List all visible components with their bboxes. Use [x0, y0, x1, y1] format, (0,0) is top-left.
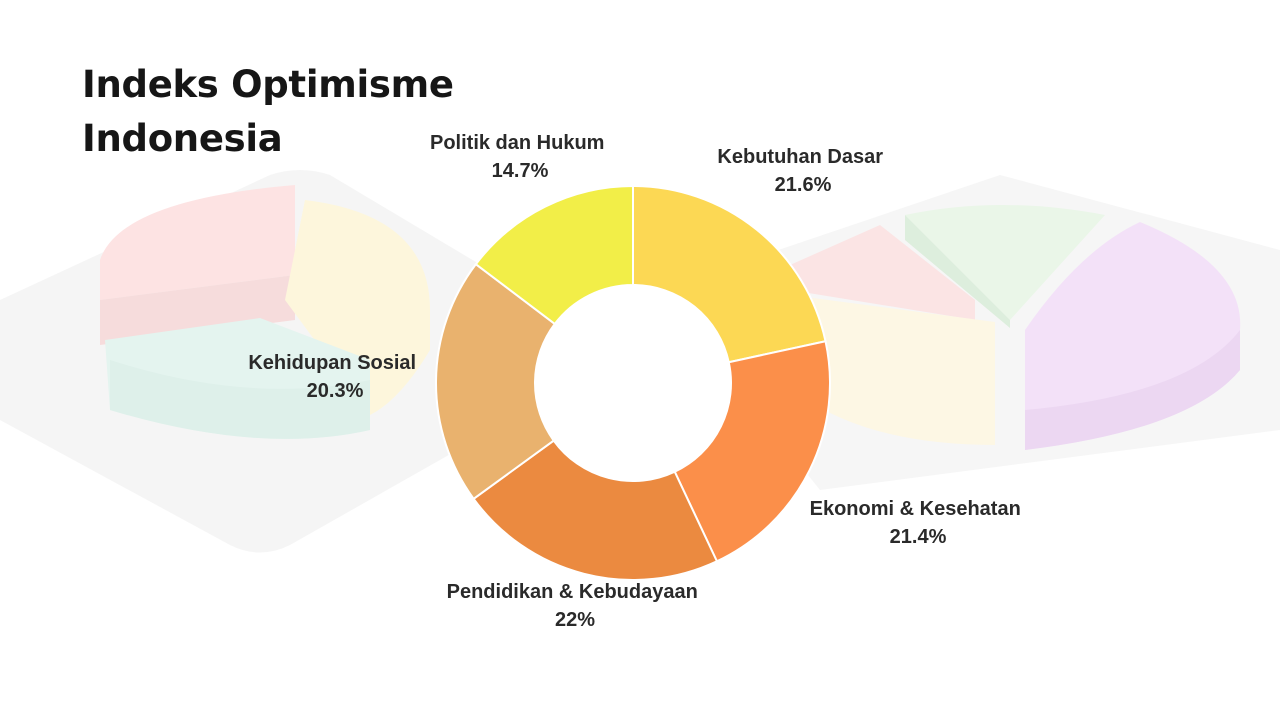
page-title-line-2: Indonesia [82, 117, 283, 160]
slice-label-kehidupan-sosial: Kehidupan Sosial 20.3% [248, 352, 421, 402]
page-title: Indeks Optimisme Indonesia [82, 58, 454, 166]
slice-label-politik-hukum: Politik dan Hukum 14.7% [430, 132, 610, 182]
slice-label-kebutuhan-dasar: Kebutuhan Dasar 21.6% [717, 146, 888, 196]
donut-labels: Kebutuhan Dasar 21.6% Ekonomi & Kesehata… [248, 132, 1027, 631]
donut-slices [435, 184, 831, 581]
slice-label-pendidikan-kebudayaan: Pendidikan & Kebudayaan 22% [447, 581, 704, 631]
page-title-line-1: Indeks Optimisme [82, 63, 454, 106]
slice-label-ekonomi-kesehatan: Ekonomi & Kesehatan 21.4% [810, 498, 1027, 548]
donut-hole [535, 285, 731, 481]
